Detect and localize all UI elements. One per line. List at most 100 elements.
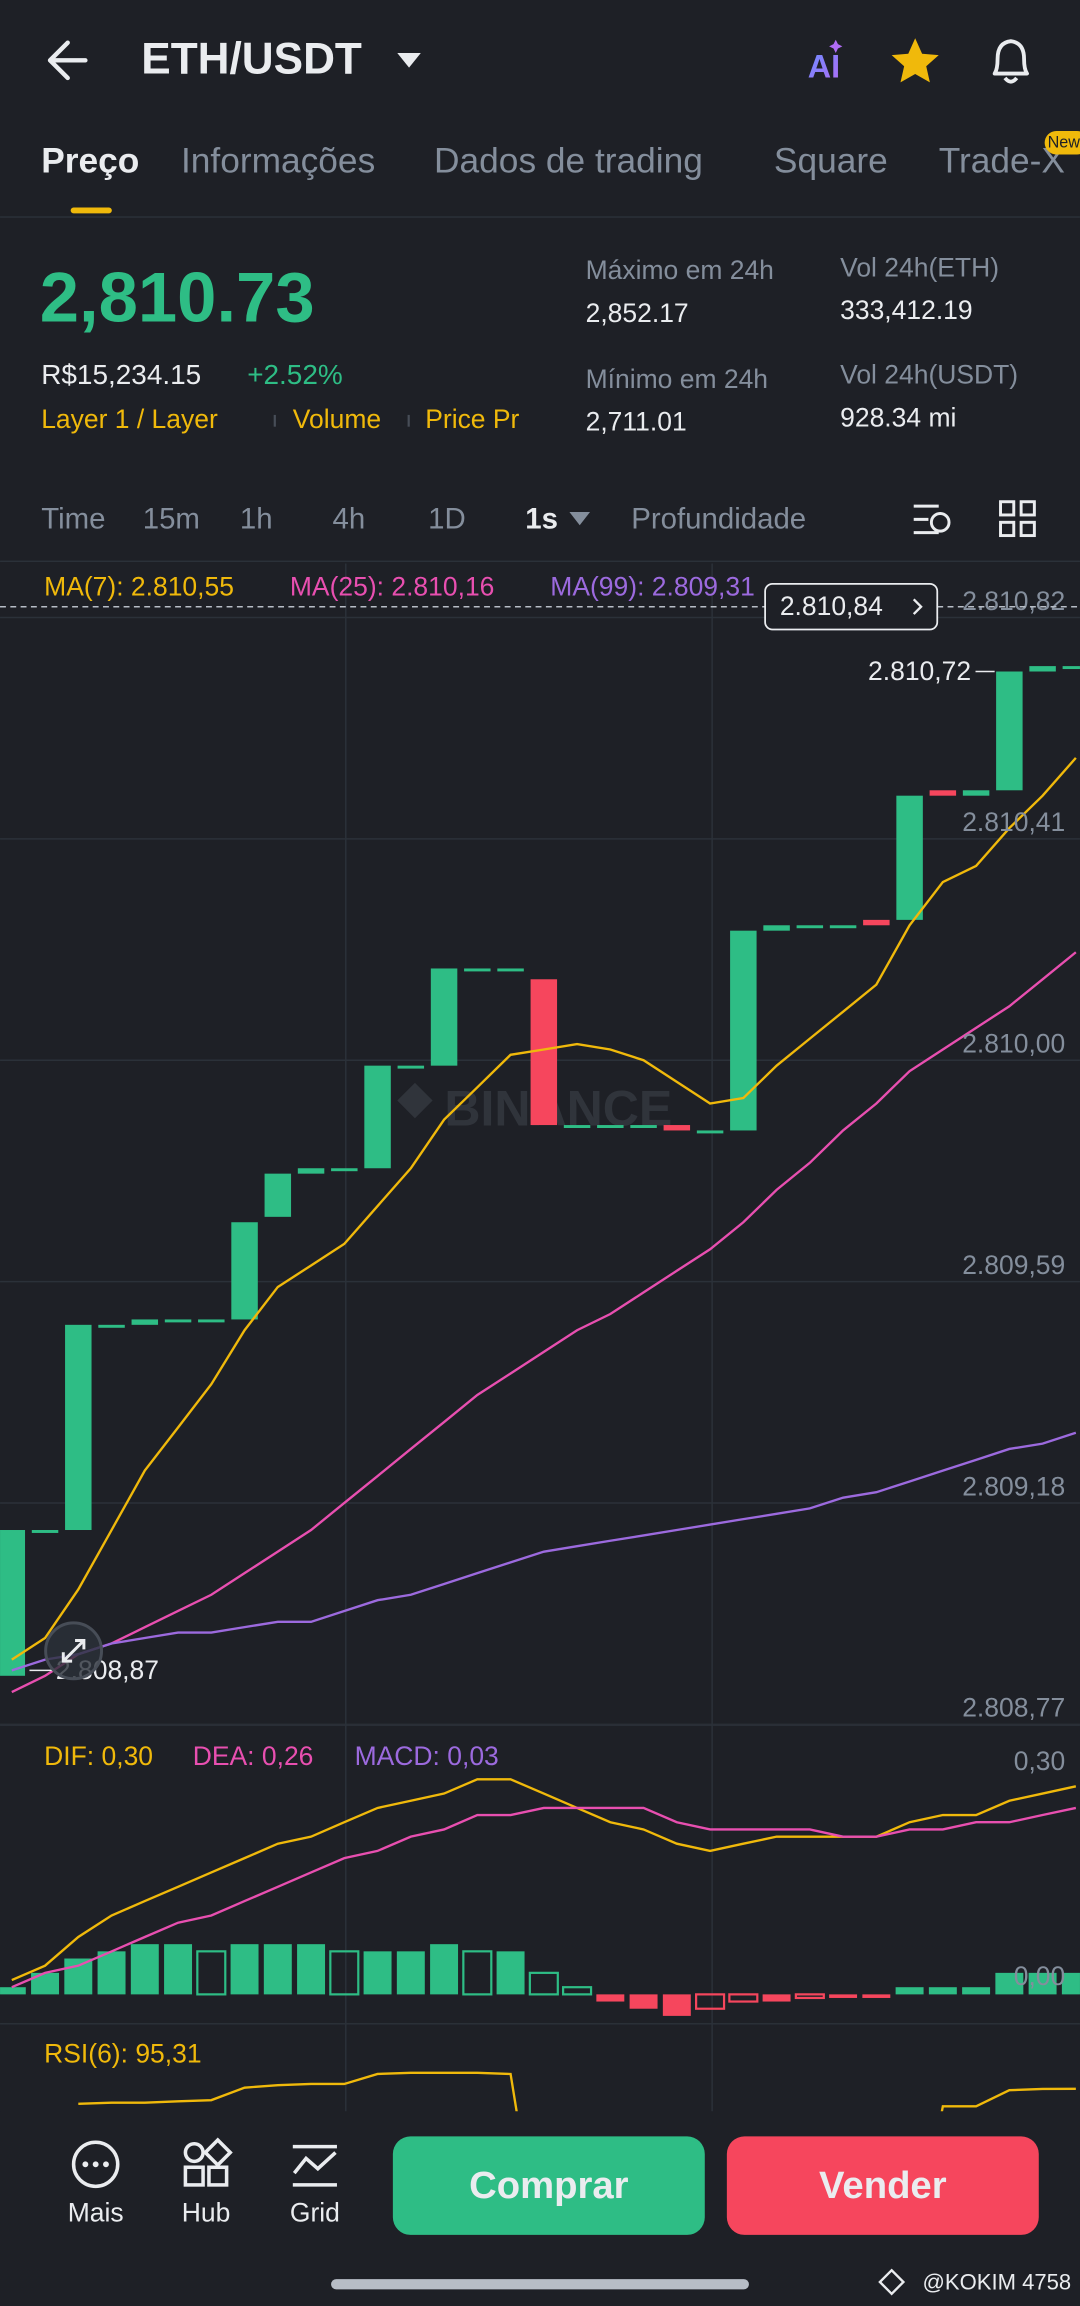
candle <box>597 1125 624 1128</box>
macd-bar <box>64 1958 93 1995</box>
fiat-price: R$15,234.15 <box>41 359 201 390</box>
macd-bar <box>263 1944 292 1995</box>
macd-bar <box>329 1950 360 1996</box>
y-tick-label: 2.810,82 <box>962 586 1065 616</box>
buy-button[interactable] <box>392 2136 705 2235</box>
macd-legend: DIF: 0,30 <box>44 1741 153 1771</box>
macd-bar <box>297 1944 326 1995</box>
hub-icon[interactable] <box>183 2137 233 2187</box>
interval[interactable]: 15m <box>143 503 200 536</box>
y-tick-label: 2.810,00 <box>962 1029 1065 1059</box>
macd-bar <box>0 1987 26 1995</box>
tab[interactable]: Informações <box>181 142 375 181</box>
vertical-grid <box>711 563 713 2112</box>
tab-active[interactable]: Preço <box>41 142 139 181</box>
sell-label[interactable]: Vender <box>819 2164 947 2207</box>
interval[interactable]: Time <box>41 503 105 536</box>
nav-label[interactable]: Mais <box>68 2197 124 2227</box>
ma-legend: MA(7): 2.810,55 <box>44 572 234 602</box>
price-change: +2.52% <box>247 359 343 390</box>
candle <box>364 1065 391 1169</box>
macd-bar <box>31 1972 60 1995</box>
watermark-icon <box>878 2268 906 2296</box>
candle <box>796 925 824 929</box>
more-dots <box>82 2161 109 2168</box>
ma-line <box>11 1431 1077 1672</box>
macd-legend: MACD: 0,03 <box>355 1741 499 1771</box>
favorite-star[interactable] <box>891 38 939 83</box>
ai-button[interactable]: AI <box>808 49 840 85</box>
interval[interactable]: 4h <box>333 503 366 536</box>
nav-label[interactable]: Hub <box>182 2197 231 2227</box>
interval-dropdown[interactable] <box>569 512 591 526</box>
tab[interactable]: Dados de trading <box>434 142 703 181</box>
stat-label: Máximo em 24h <box>586 255 774 285</box>
user-watermark: @KOKIM 4758 <box>923 2269 1072 2294</box>
last-price-chevron <box>912 598 923 615</box>
interval[interactable]: Profundidade <box>631 503 806 536</box>
back-button[interactable] <box>47 40 88 81</box>
macd-bar <box>629 1994 658 2009</box>
candle <box>131 1319 159 1325</box>
stat-value: 2,711.01 <box>586 407 687 437</box>
tab-indicator <box>70 207 112 214</box>
pair-dropdown[interactable] <box>397 52 421 68</box>
tab[interactable]: Square <box>774 142 888 181</box>
candle <box>763 925 790 931</box>
candle <box>264 1173 292 1217</box>
stat-label: Vol 24h(ETH) <box>840 252 999 282</box>
candle <box>962 790 990 796</box>
interval[interactable]: 1h <box>240 503 273 536</box>
candle <box>663 1125 691 1131</box>
layout-button[interactable] <box>999 500 1036 538</box>
macd-bar <box>995 1972 1024 1995</box>
rsi-legend: RSI(6): 95,31 <box>44 2038 201 2068</box>
macd-bar <box>1028 1972 1057 1995</box>
nav-label[interactable]: Grid <box>290 2197 340 2227</box>
watermark-logo <box>397 1082 433 1119</box>
candle <box>829 925 857 929</box>
macd-bar <box>230 1944 259 1995</box>
tab[interactable]: Trade-X <box>939 142 1065 181</box>
macd-bar <box>928 1987 957 1995</box>
macd-bar <box>164 1944 193 1995</box>
macd-bar <box>462 1950 493 1996</box>
grid-icon[interactable] <box>292 2144 337 2187</box>
macd-bar <box>528 1971 559 1996</box>
buy-label[interactable]: Comprar <box>469 2164 629 2207</box>
interval-active[interactable]: 1s <box>525 503 558 536</box>
macd-bar <box>962 1987 991 1995</box>
candle <box>497 968 524 972</box>
candle <box>1029 666 1056 672</box>
y-tick-label: 2.809,59 <box>962 1250 1065 1280</box>
new-badge <box>1044 130 1080 155</box>
macd-bar <box>496 1951 525 1995</box>
macd-bar <box>396 1951 425 1995</box>
sell-button[interactable] <box>726 2136 1039 2235</box>
notification-bell[interactable] <box>992 39 1029 84</box>
tag[interactable]: Price Pr <box>425 404 519 434</box>
high-marker-label: 2.810,72 <box>868 656 971 686</box>
candle <box>331 1168 358 1172</box>
panel-divider <box>0 2023 1080 2025</box>
indicator-settings[interactable] <box>913 504 951 535</box>
candle <box>65 1324 92 1531</box>
pair-title[interactable]: ETH/USDT <box>141 34 362 83</box>
ai-sparkle <box>829 39 843 53</box>
macd-tick-label: 0,00 <box>1014 1961 1066 1991</box>
macd-line <box>11 1806 1077 1989</box>
expand-button[interactable] <box>44 1621 104 1681</box>
more-icon[interactable] <box>71 2140 120 2189</box>
candle <box>464 968 491 972</box>
stat-value: 2,852.17 <box>586 298 689 328</box>
interval[interactable]: 1D <box>428 503 466 536</box>
rsi-plot <box>78 2071 1076 2112</box>
macd-bar <box>130 1944 159 1995</box>
macd-bar <box>97 1951 126 1995</box>
candle <box>98 1324 125 1328</box>
tag[interactable]: Volume <box>293 404 381 434</box>
macd-bar <box>695 1993 726 2010</box>
tag[interactable]: Layer 1 / Layer <box>41 404 218 434</box>
